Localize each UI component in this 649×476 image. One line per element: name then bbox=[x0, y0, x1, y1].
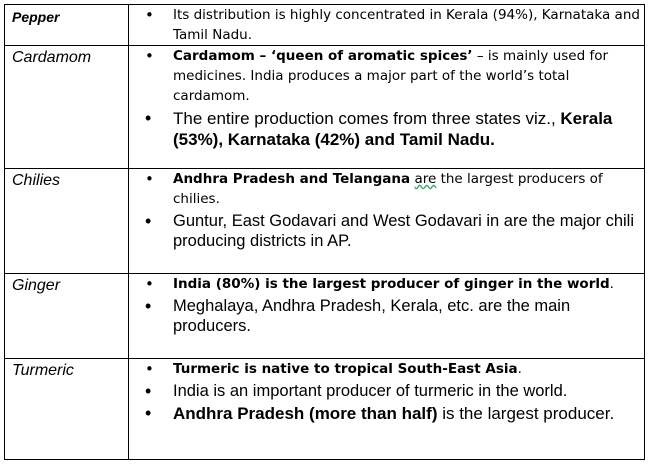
bullet-list: Andhra Pradesh and Telangana are the lar… bbox=[129, 169, 644, 251]
bullet-list: Cardamom – ‘queen of aromatic spices’ – … bbox=[129, 46, 644, 150]
bullet-item: Guntur, East Godavari and West Godavari … bbox=[129, 211, 644, 251]
table-row: Ginger India (80%) is the largest produc… bbox=[4, 273, 645, 359]
bold-text: Cardamom – ‘queen of aromatic spices’ bbox=[173, 48, 473, 64]
spice-name: Pepper bbox=[12, 9, 60, 25]
text-segment: . bbox=[517, 361, 522, 377]
spice-name: Turmeric bbox=[12, 362, 74, 379]
spice-name: Cardamom bbox=[12, 49, 92, 66]
spice-name-cell: Pepper bbox=[4, 4, 129, 46]
bullet-list: Turmeric is native to tropical South-Eas… bbox=[129, 359, 644, 424]
spice-name-cell: Cardamom bbox=[4, 45, 129, 169]
text-segment: Its distribution is highly concentrated … bbox=[173, 7, 640, 43]
table-row: Cardamom Cardamom – ‘queen of aromatic s… bbox=[4, 45, 645, 169]
bullet-item: Meghalaya, Andhra Pradesh, Kerala, etc. … bbox=[129, 296, 644, 336]
spice-description-cell: Turmeric is native to tropical South-Eas… bbox=[128, 358, 645, 460]
bullet-item: Turmeric is native to tropical South-Eas… bbox=[129, 359, 644, 379]
spice-description-cell: Its distribution is highly concentrated … bbox=[128, 4, 645, 46]
bullet-item: India is an important producer of turmer… bbox=[129, 381, 644, 401]
bullet-list: India (80%) is the largest producer of g… bbox=[129, 274, 644, 336]
text-segment: the largest producers of chilies. bbox=[173, 171, 603, 207]
text-segment: – is mainly used for medicines. India pr… bbox=[173, 48, 609, 104]
spice-name-cell: Ginger bbox=[4, 273, 129, 359]
bullet-item: Andhra Pradesh (more than half) is the l… bbox=[129, 403, 644, 424]
bold-text: Andhra Pradesh and Telangana bbox=[173, 171, 411, 187]
spice-name: Ginger bbox=[12, 277, 61, 294]
text-segment: . bbox=[609, 276, 614, 292]
spice-name-cell: Chilies bbox=[4, 168, 129, 274]
bullet-item: Its distribution is highly concentrated … bbox=[129, 5, 644, 45]
text-segment: Guntur, East Godavari and West Godavari … bbox=[173, 212, 635, 250]
bullet-item: India (80%) is the largest producer of g… bbox=[129, 274, 644, 294]
text-segment: are bbox=[414, 171, 437, 187]
bullet-item: The entire production comes from three s… bbox=[129, 108, 644, 150]
text-segment: is the largest producer. bbox=[437, 404, 615, 423]
spice-name: Chilies bbox=[12, 172, 61, 189]
spice-description-cell: India (80%) is the largest producer of g… bbox=[128, 273, 645, 359]
bold-text: Andhra Pradesh (more than half) bbox=[173, 404, 438, 423]
bold-text: Kerala (53%), Karnataka (42%) and Tamil … bbox=[173, 109, 613, 149]
bullet-item: Andhra Pradesh and Telangana are the lar… bbox=[129, 169, 644, 209]
bullet-list: Its distribution is highly concentrated … bbox=[129, 5, 644, 45]
bold-text: Turmeric is native to tropical South-Eas… bbox=[173, 361, 518, 377]
spices-table-body: Pepper Its distribution is highly concen… bbox=[4, 4, 645, 460]
table-row: Chilies Andhra Pradesh and Telangana are… bbox=[4, 168, 645, 274]
table-row: Pepper Its distribution is highly concen… bbox=[4, 4, 645, 46]
spice-description-cell: Andhra Pradesh and Telangana are the lar… bbox=[128, 168, 645, 274]
text-segment: The entire production comes from three s… bbox=[173, 109, 561, 128]
text-segment: Meghalaya, Andhra Pradesh, Kerala, etc. … bbox=[173, 297, 571, 335]
text-segment: India is an important producer of turmer… bbox=[173, 382, 568, 400]
spices-table: Pepper Its distribution is highly concen… bbox=[4, 4, 645, 460]
spice-description-cell: Cardamom – ‘queen of aromatic spices’ – … bbox=[128, 45, 645, 169]
table-row: Turmeric Turmeric is native to tropical … bbox=[4, 358, 645, 460]
bold-text: India (80%) is the largest producer of g… bbox=[173, 276, 610, 292]
bullet-item: Cardamom – ‘queen of aromatic spices’ – … bbox=[129, 46, 644, 106]
spice-name-cell: Turmeric bbox=[4, 358, 129, 460]
